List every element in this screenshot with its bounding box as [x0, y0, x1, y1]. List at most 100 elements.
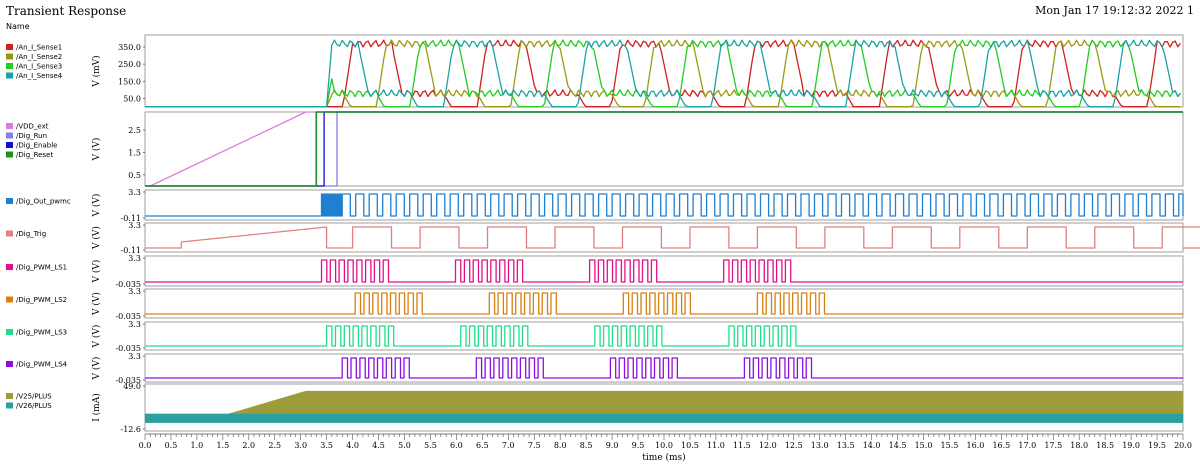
series-dig-pwm-ls4 — [145, 357, 1183, 379]
series-dig-pwm-ls3 — [145, 325, 1183, 347]
ytick-6-0: 3.3 — [128, 320, 141, 329]
xtick-label-10: 5.0 — [398, 441, 411, 450]
x-axis-label: time (ms) — [642, 452, 685, 463]
legend-swatch-sense-0 — [6, 44, 13, 50]
series-dig-trig-ramp — [145, 226, 328, 249]
xtick-label-4: 2.0 — [242, 441, 255, 450]
legend-label-ls3-0: /Dig_PWM_LS3 — [16, 329, 67, 337]
panel-current-ylabel: I (mA) — [91, 393, 102, 421]
series-an-i-sense1 — [145, 39, 1181, 108]
panel-ls1-frame — [144, 255, 1184, 287]
legend-label-supply-0: /VDD_ext — [16, 123, 49, 131]
ytick-7-1: -0.035 — [115, 376, 141, 385]
xtick-label-25: 12.5 — [785, 441, 803, 450]
legend-label-current-1: /V26/PLUS — [16, 402, 52, 410]
panel-ls3-ylabel: V (V) — [91, 325, 102, 349]
xtick-label-2: 1.0 — [191, 441, 204, 450]
series-dig-pwm-ls2 — [145, 292, 1183, 315]
xtick-label-28: 14.0 — [863, 441, 881, 450]
ytick-4-1: -0.035 — [115, 280, 141, 289]
series-dig-out-pwmc — [145, 193, 1184, 217]
legend-swatch-pwmc-0 — [6, 198, 13, 204]
series-an-i-sense4 — [145, 39, 1181, 108]
legend-label-supply-1: /Dig_Run — [16, 132, 47, 140]
series-v26-plus — [145, 413, 1183, 423]
legend-swatch-ls2-0 — [6, 296, 13, 303]
panel-sense-ylabel: V (mV) — [91, 55, 102, 87]
xtick-label-9: 4.5 — [372, 441, 385, 450]
xtick-label-8: 4.0 — [346, 441, 359, 450]
xtick-label-12: 6.0 — [450, 441, 463, 450]
series-dig-pwm-ls1 — [145, 259, 1183, 283]
xtick-label-36: 18.0 — [1070, 441, 1088, 450]
ytick-0-1: 250.0 — [118, 60, 141, 69]
ytick-0-0: 350.0 — [118, 43, 141, 52]
ytick-2-1: -0.11 — [120, 214, 141, 223]
xtick-label-13: 6.5 — [476, 441, 489, 450]
legend-swatch-supply-0 — [6, 123, 13, 129]
panel-ls2-ylabel: V (V) — [91, 292, 102, 316]
series-dig-reset — [145, 111, 1183, 187]
series-dig-trig — [326, 226, 1200, 249]
panel-pwmc-ylabel: V (V) — [91, 194, 102, 218]
ytick-4-0: 3.3 — [128, 254, 141, 263]
legend-swatch-ls3-0 — [6, 329, 13, 335]
legend-swatch-sense-1 — [6, 53, 13, 60]
xtick-label-30: 15.0 — [915, 441, 933, 450]
legend-label-ls4-0: /Dig_PWM_LS4 — [16, 361, 68, 369]
xtick-label-3: 1.5 — [216, 441, 229, 450]
xtick-label-22: 11.0 — [707, 441, 725, 450]
xtick-label-17: 8.5 — [580, 441, 593, 450]
panel-ls3-frame — [144, 321, 1184, 351]
xtick-label-27: 13.5 — [837, 441, 855, 450]
xtick-label-34: 17.0 — [1018, 441, 1036, 450]
legend-swatch-trig-0 — [6, 230, 13, 237]
xtick-label-6: 3.0 — [294, 441, 307, 450]
panel-ls4-ylabel: V (V) — [91, 357, 102, 381]
ytick-1-2: 0.5 — [128, 171, 141, 180]
legend-label-supply-3: /Dig_Reset — [16, 151, 53, 159]
ytick-8-0: 49.0 — [123, 382, 141, 391]
xtick-label-31: 15.5 — [941, 441, 959, 450]
legend-label-pwmc-0: /Dig_Out_pwmc — [16, 198, 71, 206]
panel-ls1-ylabel: V (V) — [91, 260, 102, 284]
xtick-label-35: 17.5 — [1044, 441, 1062, 450]
legend-swatch-current-1 — [6, 402, 13, 409]
xtick-label-14: 7.0 — [502, 441, 515, 450]
legend-swatch-sense-3 — [6, 72, 13, 79]
ytick-3-0: 3.3 — [128, 221, 141, 230]
name-column-header: Name — [6, 22, 30, 31]
legend-label-sense-0: /An_I_Sense1 — [16, 44, 62, 52]
series-an-i-sense3 — [145, 39, 1181, 108]
xtick-label-29: 14.5 — [889, 441, 907, 450]
ytick-7-0: 3.3 — [128, 352, 141, 361]
legend-swatch-ls4-0 — [6, 361, 13, 367]
xtick-label-0: 0.0 — [139, 441, 152, 450]
legend-swatch-sense-2 — [6, 63, 13, 69]
ytick-8-1: -12.6 — [120, 425, 141, 434]
xtick-label-5: 2.5 — [268, 441, 281, 450]
xtick-label-16: 8.0 — [554, 441, 567, 450]
xtick-label-20: 10.0 — [655, 441, 673, 450]
xtick-label-24: 12.0 — [759, 441, 777, 450]
xtick-label-15: 7.5 — [528, 441, 541, 450]
panel-supply-frame — [144, 111, 1184, 187]
window-title: Transient Response — [6, 4, 127, 18]
legend-swatch-supply-2 — [6, 142, 13, 148]
ytick-0-3: 50.0 — [123, 94, 141, 103]
legend-label-current-0: /V25/PLUS — [16, 393, 52, 401]
ytick-5-0: 3.3 — [128, 287, 141, 296]
xtick-label-39: 19.5 — [1148, 441, 1166, 450]
legend-swatch-ls1-0 — [6, 264, 13, 270]
panel-supply-ylabel: V (V) — [91, 138, 102, 162]
xtick-label-18: 9.0 — [606, 441, 619, 450]
xtick-label-32: 16.0 — [966, 441, 984, 450]
legend-swatch-supply-3 — [6, 151, 13, 158]
xtick-label-40: 20.0 — [1174, 441, 1192, 450]
legend-label-sense-1: /An_I_Sense2 — [16, 53, 62, 61]
legend-label-sense-3: /An_I_Sense4 — [16, 72, 63, 80]
timestamp: Mon Jan 17 19:12:32 2022 1 — [1035, 4, 1194, 17]
xtick-label-33: 16.5 — [992, 441, 1010, 450]
legend-label-ls1-0: /Dig_PWM_LS1 — [16, 264, 67, 272]
